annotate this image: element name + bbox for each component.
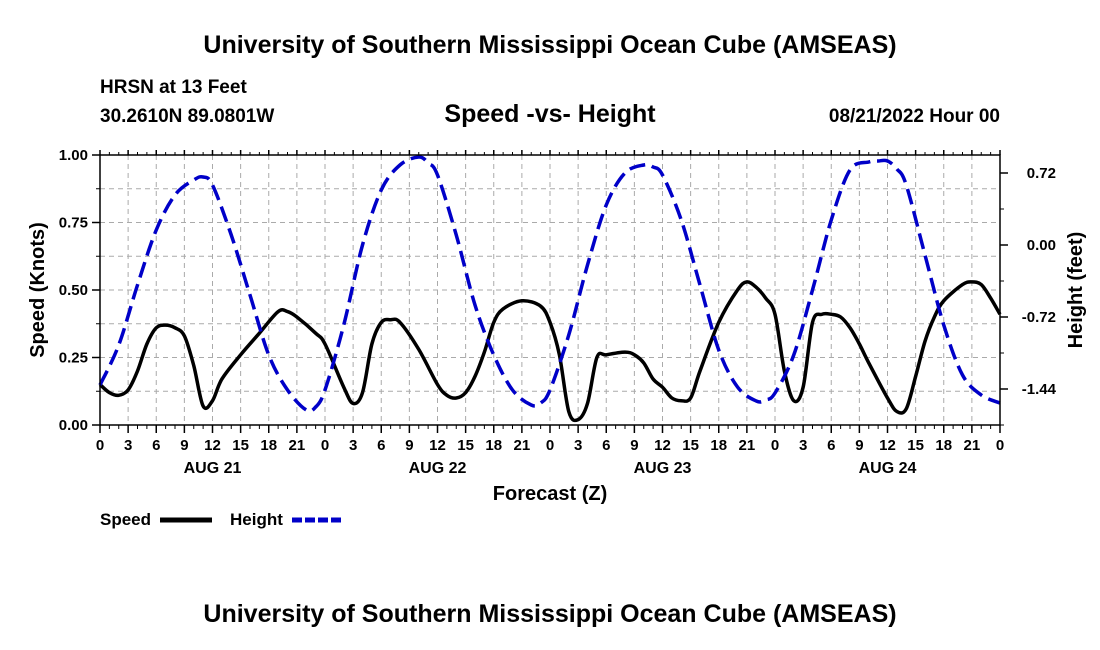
x-tick-label: 6 [602, 437, 610, 454]
date-label: AUG 21 [184, 460, 242, 477]
legend-height-label: Height [230, 510, 283, 529]
main-title: University of Southern Mississippi Ocean… [203, 31, 897, 59]
y2-tick-label: 0.00 [1027, 237, 1056, 254]
x-tick-label: 9 [855, 437, 863, 454]
grid [100, 155, 1000, 425]
y-axis-label: Speed (Knots) [27, 222, 49, 358]
x-tick-label: 18 [935, 437, 952, 454]
legend: Speed Height [100, 510, 343, 529]
y-tick-label: 0.50 [59, 282, 88, 299]
bottom-title: University of Southern Mississippi Ocean… [203, 600, 897, 628]
date-label: AUG 23 [634, 460, 692, 477]
chart: 0 3 6 9 12 15 18 21 0 3 6 9 12 15 18 21 0 3 6 9 12 15 18 21 0 3 6 9… [27, 147, 1087, 529]
date-label: AUG 24 [859, 460, 917, 477]
x-tick-label: 12 [429, 437, 446, 454]
x-tick-label: 6 [152, 437, 160, 454]
x-tick-label: 0 [996, 437, 1004, 454]
y-tick-label: 0.75 [59, 215, 88, 232]
labels: Forecast (Z) Speed (Knots) Height (feet) [27, 222, 1087, 505]
date-label: AUG 22 [409, 460, 467, 477]
x-tick-label: 9 [405, 437, 413, 454]
chart-subtitle: Speed -vs- Height [444, 100, 656, 128]
y-tick-label: 0.00 [59, 417, 88, 434]
y2-axis-label: Height (feet) [1065, 232, 1087, 349]
series-layer [98, 155, 1002, 423]
x-tick-label: 15 [457, 437, 474, 454]
x-tick-label: 15 [907, 437, 924, 454]
x-tick-label: 9 [180, 437, 188, 454]
x-tick-label: 0 [321, 437, 329, 454]
x-tick-label: 3 [799, 437, 807, 454]
x-tick-label: 6 [827, 437, 835, 454]
x-tick-label: 0 [546, 437, 554, 454]
x-tick-label: 18 [710, 437, 727, 454]
station-label: HRSN at 13 Feet [100, 77, 247, 98]
x-tick-label: 3 [349, 437, 357, 454]
ticks: 0 3 6 9 12 15 18 21 0 3 6 9 12 15 18 21 0 3 6 9 12 15 18 21 0 3 6 9… [59, 147, 1057, 477]
x-tick-label: 6 [377, 437, 385, 454]
x-tick-label: 15 [682, 437, 699, 454]
y2-tick-label: -1.44 [1022, 381, 1057, 398]
x-axis-label: Forecast (Z) [493, 483, 607, 505]
series-line-speed [98, 280, 1002, 423]
x-tick-label: 0 [96, 437, 104, 454]
x-tick-label: 21 [739, 437, 756, 454]
datetime-label: 08/21/2022 Hour 00 [828, 106, 1000, 127]
x-tick-label: 18 [485, 437, 502, 454]
x-tick-label: 21 [289, 437, 306, 454]
x-tick-label: 12 [204, 437, 221, 454]
x-tick-label: 21 [514, 437, 531, 454]
coordinates-label: 30.2610N 89.0801W [100, 106, 275, 127]
x-tick-label: 9 [630, 437, 638, 454]
legend-speed-label: Speed [100, 510, 151, 529]
x-tick-label: 12 [654, 437, 671, 454]
x-tick-label: 18 [260, 437, 277, 454]
x-tick-label: 3 [574, 437, 582, 454]
x-tick-label: 15 [232, 437, 249, 454]
series-line-height [98, 155, 1001, 413]
x-tick-label: 3 [124, 437, 132, 454]
y2-tick-label: 0.72 [1027, 165, 1056, 182]
x-tick-label: 12 [879, 437, 896, 454]
y2-tick-label: -0.72 [1022, 309, 1056, 326]
x-tick-label: 0 [771, 437, 779, 454]
y-tick-label: 0.25 [59, 350, 88, 367]
x-tick-label: 21 [964, 437, 981, 454]
y-tick-label: 1.00 [59, 147, 88, 164]
